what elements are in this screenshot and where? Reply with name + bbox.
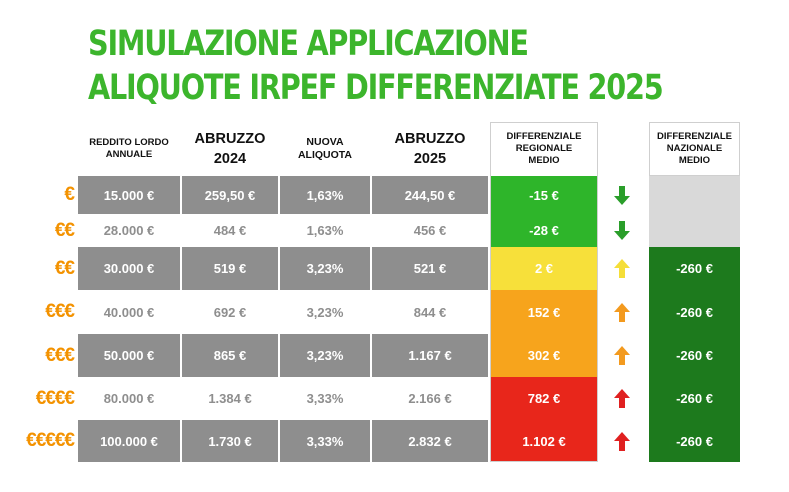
cell-diff-regionale: 1.102 € xyxy=(490,420,598,462)
cell-a2025: 2.166 € xyxy=(408,391,452,406)
arrow-down-icon xyxy=(608,214,636,247)
cell-a2024: 865 € xyxy=(182,334,278,377)
cell-reddito: 100.000 € xyxy=(78,420,180,462)
cell-a2024: 1.730 € xyxy=(182,420,278,462)
cell-diff-nazionale: -260 € xyxy=(676,348,713,363)
nazionale-empty-cell xyxy=(649,176,740,247)
cell-a2024: 1.384 € xyxy=(208,391,252,406)
cell-a2024: 519 € xyxy=(182,247,278,290)
title-line-2: ALIQUOTE IRPEF DIFFERENZIATE 2025 xyxy=(88,68,664,108)
arrow-up-icon xyxy=(608,377,636,420)
table-row: €15.000 €259,50 €1,63% 244,50 € -15 € xyxy=(0,176,789,214)
header-diff-regionale: DIFFERENZIALE REGIONALE MEDIO xyxy=(506,131,582,166)
header-abruzzo-2024: ABRUZZO 2024 xyxy=(194,131,266,167)
cell-diff-regionale: -28 € xyxy=(490,214,598,247)
cell-a2025: 2.832 € xyxy=(372,420,488,462)
cell-aliquota: 3,23% xyxy=(306,304,344,320)
cell-reddito: 28.000 € xyxy=(103,223,155,238)
euro-level-indicator: €€€€€ xyxy=(26,430,75,451)
euro-level-indicator: € xyxy=(64,184,75,205)
arrow-up-icon xyxy=(608,420,636,462)
header-abruzzo-2025: ABRUZZO 2025 xyxy=(394,131,466,167)
cell-diff-regionale: 152 € xyxy=(490,290,598,334)
cell-aliquota: 3,33% xyxy=(306,391,344,406)
nazionale-value-block xyxy=(649,247,740,462)
arrow-down-icon xyxy=(608,176,636,214)
arrow-up-icon xyxy=(608,334,636,377)
cell-a2025: 1.167 € xyxy=(372,334,488,377)
title-line-1: SIMULAZIONE APPLICAZIONE xyxy=(88,24,529,64)
cell-aliquota: 3,33% xyxy=(280,420,370,462)
euro-level-indicator: €€€ xyxy=(45,301,75,322)
cell-reddito: 50.000 € xyxy=(78,334,180,377)
cell-reddito: 40.000 € xyxy=(103,304,155,320)
page-title: SIMULAZIONE APPLICAZIONE ALIQUOTE IRPEF … xyxy=(88,22,664,110)
header-reddito: REDDITO LORDO ANNUALE xyxy=(89,137,169,160)
cell-aliquota: 3,23% xyxy=(280,247,370,290)
cell-diff-regionale: -15 € xyxy=(490,176,598,214)
cell-a2024: 484 € xyxy=(213,223,247,238)
cell-reddito: 30.000 € xyxy=(78,247,180,290)
cell-diff-nazionale: -260 € xyxy=(676,261,713,276)
arrow-up-icon xyxy=(608,290,636,334)
header-diff-nazionale: DIFFERENZIALE NAZIONALE MEDIO xyxy=(649,122,740,176)
cell-diff-nazionale: -260 € xyxy=(676,304,713,320)
arrow-up-icon xyxy=(608,247,636,290)
euro-level-indicator: €€ xyxy=(54,219,75,241)
table-row: €€€€ 80.000 € 1.384 € 3,33% 2.166 € 782 € -260… xyxy=(0,377,789,420)
cell-aliquota: 1,63% xyxy=(280,176,370,214)
cell-diff-regionale: 782 € xyxy=(490,377,598,420)
euro-level-indicator: €€ xyxy=(54,257,75,279)
header-nuova-aliquota: NUOVA ALIQUOTA xyxy=(297,136,353,161)
table-row: €€ 30.000 €519 €3,23% 521 €2 € -260 € xyxy=(0,247,789,290)
cell-a2024: 692 € xyxy=(213,304,247,320)
cell-a2025: 521 € xyxy=(372,247,488,290)
cell-aliquota: 3,23% xyxy=(280,334,370,377)
cell-diff-regionale: 302 € xyxy=(490,334,598,377)
cell-aliquota: 1,63% xyxy=(306,223,344,238)
euro-level-indicator: €€€ xyxy=(45,344,75,366)
cell-diff-nazionale: -260 € xyxy=(676,391,713,406)
cell-a2025: 844 € xyxy=(413,304,447,320)
table-row: €€€ 50.000 €865 €3,23% 1.167 €302 € -260 € xyxy=(0,334,789,377)
cell-a2025: 244,50 € xyxy=(372,176,488,214)
cell-a2024: 259,50 € xyxy=(182,176,278,214)
cell-a2025: 456 € xyxy=(413,223,447,238)
table-row: €€€ 40.000 € 692 € 3,23% 844 € 152 € -260 € xyxy=(0,290,789,334)
cell-diff-regionale: 2 € xyxy=(490,247,598,290)
table-row: €€ 28.000 € 484 € 1,63% 456 € -28 € xyxy=(0,214,789,247)
cell-diff-nazionale: -260 € xyxy=(676,433,713,449)
cell-reddito: 15.000 € xyxy=(78,176,180,214)
cell-reddito: 80.000 € xyxy=(103,391,155,406)
euro-level-indicator: €€€€ xyxy=(35,387,75,409)
table-row: €€€€€ 100.000 €1.730 €3,33% 2.832 €1.102 €… xyxy=(0,420,789,462)
